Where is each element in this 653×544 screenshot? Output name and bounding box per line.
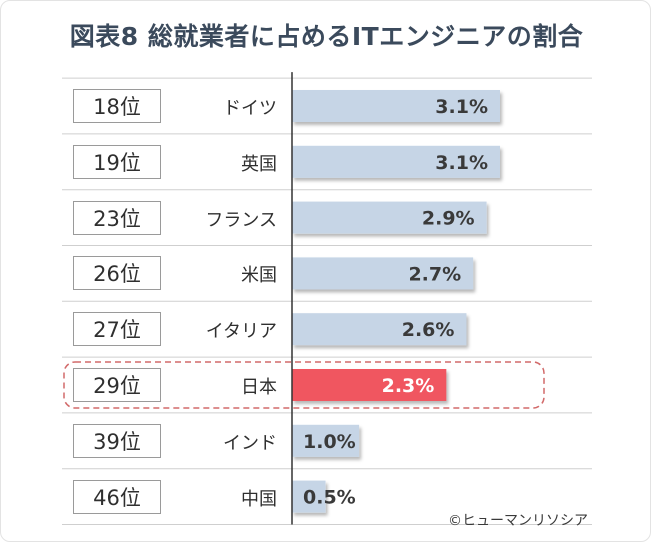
value-label: 2.6% xyxy=(402,319,455,341)
bar-英国 xyxy=(292,145,500,178)
country-label: 日本 xyxy=(241,377,277,398)
country-label: フランス xyxy=(205,209,277,231)
country-label: インド xyxy=(223,432,277,454)
highlight-group xyxy=(63,361,545,409)
value-label: 2.7% xyxy=(408,263,461,285)
bar-ドイツ xyxy=(292,90,500,122)
chart-title: 図表8 総就業者に占めるITエンジニアの割合 xyxy=(69,22,584,51)
value-label: 0.5% xyxy=(303,487,356,509)
rank-box: 23位 xyxy=(73,200,161,235)
rank-box: 39位 xyxy=(73,423,161,458)
highlight-outline xyxy=(63,361,545,409)
bars-group xyxy=(292,90,500,513)
rank-box: 19位 xyxy=(73,144,161,179)
country-label: イタリア xyxy=(205,321,277,343)
bar-中国 xyxy=(292,480,326,513)
value-labels: 3.1% 3.1% 2.9% 2.7% 2.6% 2.3% 1.0% 0.5% xyxy=(303,96,488,509)
rank-box: 26位 xyxy=(73,256,161,291)
value-label: 2.3% xyxy=(382,375,435,397)
bar-イタリア xyxy=(292,313,467,346)
rank-box: 18位 xyxy=(73,89,161,123)
value-label: 3.1% xyxy=(435,152,488,174)
rank-box: 46位 xyxy=(73,479,161,514)
country-label: 英国 xyxy=(241,153,277,175)
gridlines xyxy=(62,77,592,525)
copyright-text: ©ヒューマンリソシア xyxy=(448,513,588,529)
country-label: 中国 xyxy=(241,488,277,510)
value-label: 1.0% xyxy=(303,431,356,453)
value-label: 3.1% xyxy=(435,96,488,118)
rank-box: 29位 xyxy=(73,368,161,402)
bar-フランス xyxy=(292,201,487,234)
bar-日本 xyxy=(292,369,447,401)
country-label: 米国 xyxy=(241,265,277,287)
value-label: 2.9% xyxy=(422,208,475,230)
bar-米国 xyxy=(292,257,474,290)
rank-box: 27位 xyxy=(73,312,161,347)
country-label: ドイツ xyxy=(223,98,277,119)
bar-インド xyxy=(292,424,360,457)
